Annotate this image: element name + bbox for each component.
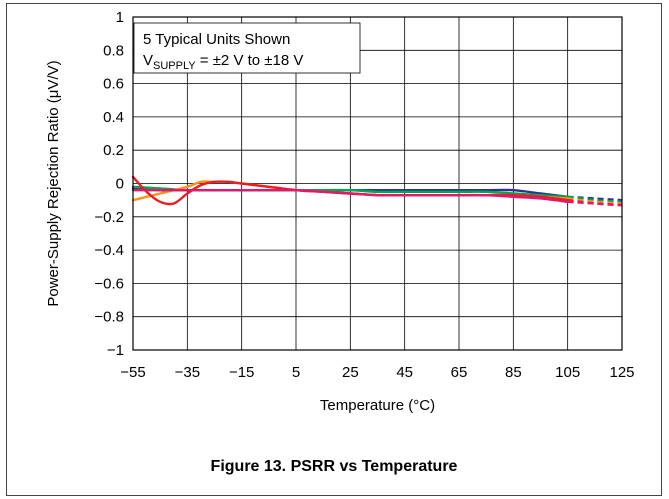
annotation-subscript: SUPPLY [153,60,196,72]
y-tick-label: −0.4 [94,242,124,259]
annotation-box [133,22,361,74]
series-extrapolation-1 [567,195,623,202]
figure-frame [6,3,662,496]
series-extrapolation-3 [567,197,623,205]
x-axis-title: Temperature (°C) [320,397,435,414]
y-tick-label: 0 [116,176,124,193]
y-tick-label: 1 [116,9,124,26]
x-tick-label: 45 [396,364,413,381]
y-tick-label: 0.6 [103,76,124,93]
y-tick-label: 0.8 [103,42,124,59]
x-tick-label: 65 [451,364,468,381]
series-extrapolation-4 [567,198,623,207]
annotation-v: V [143,52,153,69]
series-layer [131,175,623,207]
y-tick-label: 0.4 [103,109,124,126]
series-line-5 [131,188,569,204]
annotation-range: = ±2 V to ±18 V [196,52,304,69]
x-tick-label: −55 [120,364,145,381]
annotation-line2: VSUPPLY = ±2 V to ±18 V [143,52,303,72]
x-tick-labels: −55 −35 −15 5 25 45 65 85 105 125 [120,364,634,381]
x-tick-label: 5 [292,364,300,381]
x-tick-label: 125 [609,364,634,381]
series-extrapolation-5 [567,200,623,207]
x-tick-label: 85 [505,364,522,381]
y-axis-title: Power-Supply Rejection Ratio (μV/V) [45,60,62,306]
y-tick-label: −0.2 [94,209,124,226]
x-tick-label: 25 [342,364,359,381]
y-tick-label: −0.8 [94,309,124,326]
x-tick-label: 105 [555,364,580,381]
x-tick-label: −15 [229,364,254,381]
figure-caption: Figure 13. PSRR vs Temperature [211,458,458,475]
x-tick-label: −35 [175,364,200,381]
y-tick-label: −1 [107,342,124,359]
y-tick-label: −0.6 [94,275,124,292]
y-tick-label: 0.2 [103,142,124,159]
y-tick-labels: 1 0.8 0.6 0.4 0.2 0 −0.2 −0.4 −0.6 −0.8 −1 [94,9,124,359]
plot-area-border [132,16,623,351]
series-extrapolation-2 [567,195,623,204]
annotation-line1: 5 Typical Units Shown [143,31,290,48]
